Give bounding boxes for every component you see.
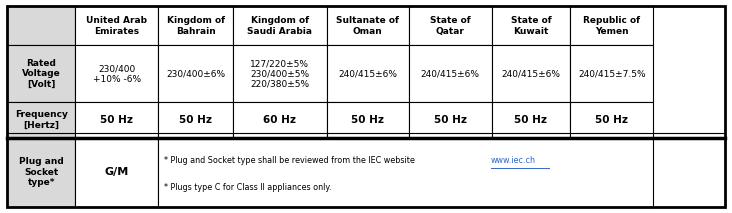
Bar	[326, 45, 409, 102]
Bar	[158, 138, 653, 207]
Bar	[7, 45, 75, 102]
Bar	[7, 138, 75, 207]
Bar	[491, 6, 570, 45]
Text: Sultanate of
Oman: Sultanate of Oman	[336, 16, 399, 36]
Text: 60 Hz: 60 Hz	[264, 115, 296, 125]
Text: 50 Hz: 50 Hz	[100, 115, 133, 125]
Bar	[75, 6, 158, 45]
Text: United Arab
Emirates: United Arab Emirates	[86, 16, 147, 36]
Text: 50 Hz: 50 Hz	[434, 115, 467, 125]
Text: 230/400
+10% -6%: 230/400 +10% -6%	[93, 64, 141, 84]
Bar	[7, 6, 75, 45]
Bar	[409, 45, 491, 102]
Bar	[326, 6, 409, 45]
Text: 50 Hz: 50 Hz	[351, 115, 384, 125]
Text: State of
Kuwait: State of Kuwait	[511, 16, 551, 36]
Text: www.iec.ch: www.iec.ch	[490, 156, 536, 165]
Text: 50 Hz: 50 Hz	[595, 115, 628, 125]
Text: 230/400±6%: 230/400±6%	[166, 69, 225, 78]
Text: * Plug and Socket type shall be reviewed from the IEC website: * Plug and Socket type shall be reviewed…	[164, 156, 417, 165]
Text: 240/415±7.5%: 240/415±7.5%	[578, 69, 646, 78]
Bar	[7, 102, 75, 138]
Text: 50 Hz: 50 Hz	[515, 115, 548, 125]
Bar	[75, 45, 158, 102]
Text: G/M: G/M	[105, 167, 129, 177]
Bar	[234, 102, 326, 138]
Text: * Plugs type C for Class II appliances only.: * Plugs type C for Class II appliances o…	[164, 183, 332, 193]
Bar	[570, 6, 653, 45]
Bar	[409, 102, 491, 138]
Bar	[234, 6, 326, 45]
Bar	[75, 138, 158, 207]
Bar	[326, 102, 409, 138]
Bar	[158, 102, 234, 138]
Bar	[491, 102, 570, 138]
Text: 50 Hz: 50 Hz	[179, 115, 212, 125]
Bar	[75, 102, 158, 138]
Text: State of
Qatar: State of Qatar	[430, 16, 471, 36]
Bar	[570, 102, 653, 138]
Bar	[409, 6, 491, 45]
Text: 240/415±6%: 240/415±6%	[501, 69, 561, 78]
Text: Rated
Voltage
[Volt]: Rated Voltage [Volt]	[22, 59, 61, 89]
Bar	[491, 45, 570, 102]
Text: Kingdom of
Saudi Arabia: Kingdom of Saudi Arabia	[247, 16, 313, 36]
Text: Frequency
[Hertz]: Frequency [Hertz]	[15, 110, 68, 130]
Text: * Plug and Socket type shall be reviewed from the IEC website: * Plug and Socket type shall be reviewed…	[164, 156, 417, 165]
Text: 240/415±6%: 240/415±6%	[338, 69, 397, 78]
Text: Plug and
Socket
type*: Plug and Socket type*	[19, 157, 64, 187]
Bar	[570, 45, 653, 102]
Text: 240/415±6%: 240/415±6%	[421, 69, 479, 78]
Bar	[234, 45, 326, 102]
Text: 127/220±5%
230/400±5%
220/380±5%: 127/220±5% 230/400±5% 220/380±5%	[250, 59, 310, 89]
Bar	[158, 45, 234, 102]
Bar	[158, 6, 234, 45]
Text: Kingdom of
Bahrain: Kingdom of Bahrain	[167, 16, 225, 36]
Text: Republic of
Yemen: Republic of Yemen	[583, 16, 640, 36]
